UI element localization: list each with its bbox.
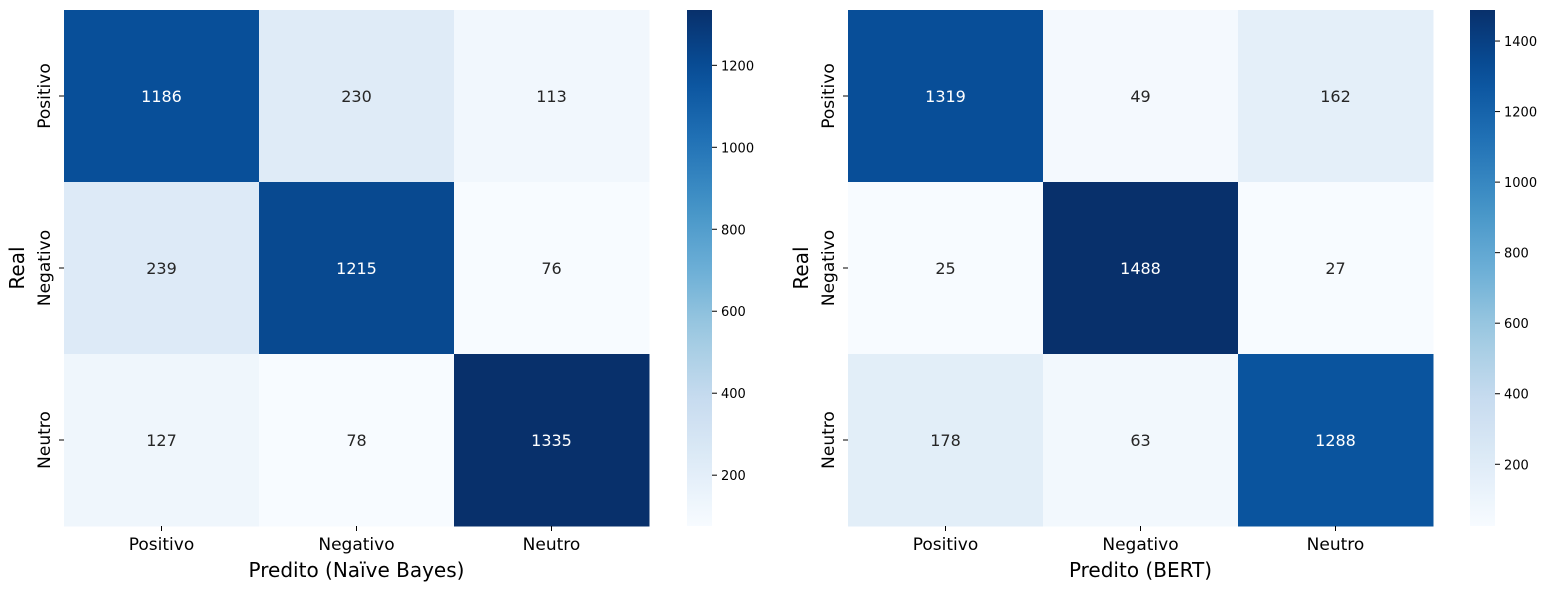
heatmap-cell-r1-c3 (1238, 10, 1434, 183)
cell-value-r1-c2: 230 (341, 87, 372, 106)
y-axis-label: Real (789, 246, 813, 289)
cell-value-r2-c2: 1215 (336, 259, 377, 278)
colorbar (1470, 10, 1495, 526)
heatmap-cell-r3-c3 (1238, 354, 1434, 527)
cell-value-r3-c3: 1335 (531, 431, 572, 450)
cell-value-r1-c3: 113 (536, 87, 567, 106)
heatmap-cell-r1-c2 (1043, 10, 1239, 183)
cell-value-r3-c1: 127 (146, 431, 177, 450)
heatmap-cell-r3-c2 (1043, 354, 1239, 527)
x-tick-label-2: Negativo (318, 535, 394, 555)
colorbar-tick-label-7: 1400 (1504, 35, 1537, 50)
heatmap-cell-r2-c1 (848, 182, 1044, 355)
heatmap-cell-r3-c2 (259, 354, 455, 527)
colorbar-tick-label-4: 800 (721, 223, 746, 238)
y-tick-label-2: Negativo (819, 230, 839, 306)
x-tick-label-3: Neutro (1307, 535, 1365, 555)
heatmap-cell-r2-c3 (1238, 182, 1434, 355)
cell-value-r3-c3: 1288 (1315, 431, 1356, 450)
cell-value-r3-c1: 178 (930, 431, 961, 450)
colorbar-tick-label-6: 1200 (721, 59, 754, 74)
colorbar-tick-label-5: 1000 (721, 141, 754, 156)
cell-value-r3-c2: 78 (346, 431, 366, 450)
colorbar-tick-label-1: 200 (721, 469, 746, 484)
x-tick-label-1: Positivo (129, 535, 194, 555)
y-axis-label: Real (5, 246, 29, 289)
heatmap-cell-r2-c1 (64, 182, 260, 355)
cell-value-r2-c3: 27 (1325, 259, 1345, 278)
cell-value-r2-c2: 1488 (1120, 259, 1161, 278)
cell-value-r2-c1: 239 (146, 259, 177, 278)
heatmap-panel-1: 1186 230 113 239 1215 76 127 78 1335 Positivo Nega… (5, 10, 754, 582)
y-tick-label-3: Neutro (35, 411, 55, 469)
y-tick-label-3: Neutro (819, 411, 839, 469)
colorbar-tick-label-3: 600 (721, 305, 746, 320)
colorbar (687, 10, 712, 526)
cell-value-r1-c2: 49 (1130, 87, 1150, 106)
colorbar-tick-label-2: 400 (1504, 388, 1529, 403)
colorbar-tick-label-2: 400 (721, 387, 746, 402)
colorbar-tick-label-5: 1000 (1504, 176, 1537, 191)
cell-value-r1-c1: 1186 (141, 87, 182, 106)
heatmap-cell-r3-c1 (64, 354, 260, 527)
y-tick-label-2: Negativo (35, 230, 55, 306)
heatmap-cell-r1-c2 (259, 10, 455, 183)
cell-value-r1-c3: 162 (1320, 87, 1351, 106)
x-tick-label-3: Neutro (523, 535, 581, 555)
cell-value-r1-c1: 1319 (925, 87, 966, 106)
cell-value-r2-c1: 25 (935, 259, 955, 278)
colorbar-tick-label-6: 1200 (1504, 106, 1537, 121)
heatmap-cell-r2-c3 (454, 182, 650, 355)
colorbar-tick-label-3: 600 (1504, 317, 1529, 332)
colorbar-tick-label-4: 800 (1504, 247, 1529, 262)
heatmap-cell-r1-c3 (454, 10, 650, 183)
heatmap-panel-2: 1319 49 162 25 1488 27 178 63 1288 Positivo Negati… (789, 10, 1537, 582)
y-tick-label-1: Positivo (819, 63, 839, 128)
heatmap-cell-r1-c1 (64, 10, 260, 183)
heatmap-cell-r2-c2 (1043, 182, 1239, 355)
heatmap-cell-r2-c2 (259, 182, 455, 355)
colorbar-tick-label-1: 200 (1504, 458, 1529, 473)
heatmap-cell-r1-c1 (848, 10, 1044, 183)
x-axis-label: Predito (Naïve Bayes) (249, 558, 465, 582)
heatmap-cell-r3-c1 (848, 354, 1044, 527)
x-tick-label-1: Positivo (913, 535, 978, 555)
y-tick-label-1: Positivo (35, 63, 55, 128)
x-axis-label: Predito (BERT) (1069, 558, 1212, 582)
heatmap-cell-r3-c3 (454, 354, 650, 527)
x-tick-label-2: Negativo (1102, 535, 1178, 555)
cell-value-r2-c3: 76 (541, 259, 561, 278)
cell-value-r3-c2: 63 (1130, 431, 1150, 450)
